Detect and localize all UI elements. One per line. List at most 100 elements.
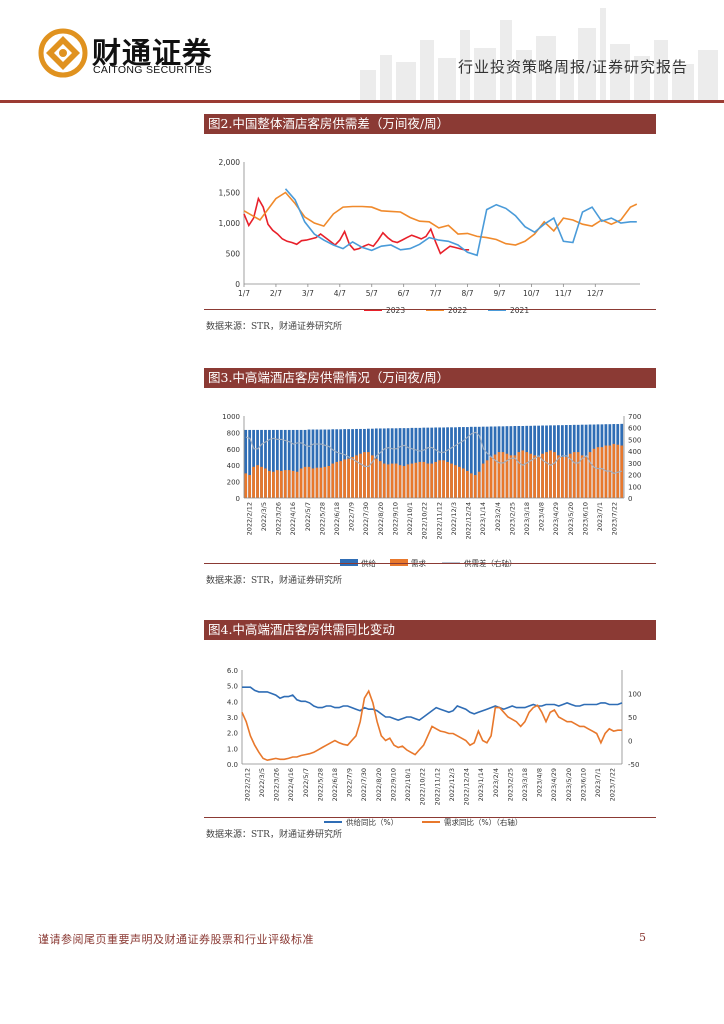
x-tick-label: 2022/4/16 [287, 768, 295, 801]
demand-bar [426, 463, 430, 498]
demand-bar [378, 461, 382, 498]
demand-bar [319, 467, 323, 498]
page-number: 5 [639, 931, 646, 944]
supply-bar [406, 428, 410, 498]
demand-bar [513, 455, 517, 498]
demand-bar [339, 461, 343, 498]
demand-bar [315, 467, 319, 498]
x-tick-label: 8/7 [462, 289, 474, 298]
figure-2-divider [204, 309, 656, 310]
figure-2-source: 数据来源：STR，财通证券研究所 [206, 322, 342, 332]
supply-bar [410, 427, 414, 498]
legend-label: 需求同比（%）（右轴） [444, 817, 522, 827]
demand-bar [327, 466, 331, 498]
supply-bar [264, 429, 267, 498]
demand-bar [497, 452, 501, 498]
x-tick-label: 11/7 [555, 289, 572, 298]
x-tick-label: 6/7 [398, 289, 410, 298]
demand-bar [604, 445, 608, 498]
figure-4-source: 数据来源：STR，财通证券研究所 [206, 830, 342, 840]
x-tick-label: 2/7 [270, 289, 282, 298]
demand-bar [363, 452, 366, 498]
demand-bar [529, 453, 533, 498]
supply-bar [275, 429, 279, 498]
demand-bar [252, 466, 255, 498]
x-tick-label: 2022/5/7 [304, 502, 312, 531]
supply-bar [458, 427, 461, 498]
x-tick-label: 2023/4/8 [538, 502, 546, 531]
y-right-tick-label: 300 [628, 460, 641, 468]
supply-bar [462, 427, 465, 498]
x-tick-label: 2023/1/14 [477, 768, 485, 801]
supply-bar [307, 429, 311, 498]
demand-bar [311, 468, 315, 498]
legend-demand-swatch [390, 559, 408, 566]
x-tick-label: 2022/3/5 [260, 502, 268, 531]
x-tick-label: 2023/6/10 [581, 502, 589, 535]
demand-bar [299, 468, 303, 498]
demand-bar [260, 466, 263, 498]
brand-name-en: CAITONG SECURITIES [93, 64, 212, 76]
figure-3-source: 数据来源：STR，财通证券研究所 [206, 576, 342, 586]
y-left-tick-label: 3.0 [227, 714, 238, 722]
demand-bar [568, 453, 572, 498]
demand-bar [493, 454, 497, 498]
x-tick-label: 2022/8/20 [375, 768, 383, 801]
x-tick-label: 2022/11/12 [433, 768, 441, 805]
y-tick-label: 0 [235, 280, 240, 289]
figure-2-title: 图2.中国整体酒店客房供需差（万间夜/周） [204, 114, 656, 134]
x-tick-label: 2022/2/12 [245, 502, 253, 535]
demand-bar [592, 448, 596, 498]
demand-bar [517, 452, 521, 498]
x-tick-label: 2022/7/30 [362, 502, 370, 535]
demand-bar [584, 457, 588, 498]
demand-bar [446, 461, 449, 498]
demand-bar [469, 473, 473, 498]
caitong-logo-icon [38, 28, 88, 78]
y-left-tick-label: 2.0 [227, 730, 238, 738]
y-left-tick-label: 0 [236, 495, 240, 503]
supply-bar [244, 429, 248, 498]
series-line-2022 [243, 191, 638, 246]
supply-bar [303, 429, 307, 498]
x-tick-label: 2023/7/22 [609, 768, 617, 801]
y-right-tick-label: 100 [628, 691, 641, 699]
x-tick-label: 9/7 [493, 289, 505, 298]
demand-bar [596, 447, 600, 498]
series-line-2021 [284, 188, 637, 257]
supply-bar [311, 429, 315, 498]
demand-bar [430, 463, 434, 498]
demand-bar [616, 444, 620, 498]
demand-bar [537, 457, 540, 498]
supply-bar [295, 429, 299, 498]
y-left-tick-label: 600 [227, 446, 240, 454]
y-tick-label: 500 [226, 250, 241, 259]
demand-bar [351, 457, 354, 498]
supply-bar [402, 428, 406, 498]
x-tick-label: 2023/2/4 [494, 502, 502, 531]
x-tick-label: 2023/5/20 [565, 768, 573, 801]
supply-bar [252, 429, 255, 498]
demand-bar [398, 465, 402, 498]
demand-bar [390, 463, 394, 498]
x-tick-label: 2022/12/24 [463, 768, 471, 805]
demand-bar [279, 470, 283, 498]
x-tick-label: 2022/6/18 [331, 768, 339, 801]
demand-bar [406, 464, 410, 498]
x-tick-label: 2023/3/18 [521, 768, 529, 801]
legend-label: 2022 [448, 306, 467, 315]
demand-bar [264, 468, 267, 498]
x-tick-label: 2023/5/20 [567, 502, 575, 535]
x-tick-label: 2023/4/29 [552, 502, 560, 535]
demand-bar [473, 475, 477, 498]
x-tick-label: 7/7 [430, 289, 442, 298]
supply-bar [465, 427, 469, 498]
supply-bar [469, 426, 473, 498]
x-tick-label: 2022/7/30 [360, 768, 368, 801]
demand-bar [620, 445, 624, 498]
demand-bar [462, 468, 465, 498]
x-tick-label: 2022/8/20 [377, 502, 385, 535]
x-tick-label: 2023/7/1 [594, 768, 602, 797]
x-tick-label: 2023/6/10 [579, 768, 587, 801]
x-tick-label: 2022/4/16 [289, 502, 297, 535]
